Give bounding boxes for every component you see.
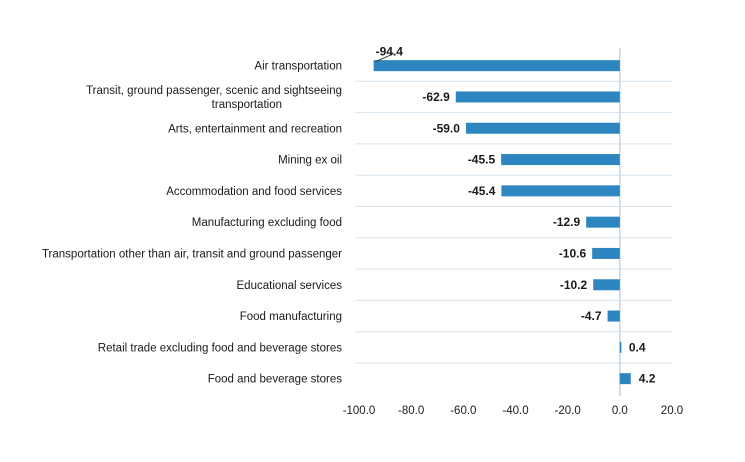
value-label: -4.7: [581, 309, 602, 323]
gridlines: [355, 48, 672, 397]
category-label: Retail trade excluding food and beverage…: [98, 342, 342, 354]
value-label: -10.2: [560, 278, 588, 292]
category-label: Transit, ground passenger, scenic and si…: [86, 85, 342, 111]
category-label: Air transportation: [254, 61, 342, 73]
bar: [593, 279, 620, 291]
bar: [501, 185, 620, 197]
category-label: Educational services: [237, 280, 343, 292]
x-tick-label: -80.0: [398, 405, 424, 417]
value-label: -10.6: [559, 246, 587, 260]
bars: [373, 60, 631, 385]
value-label: -45.4: [468, 184, 496, 198]
category-label: Mining ex oil: [278, 155, 342, 167]
category-label: Manufacturing excluding food: [192, 217, 342, 229]
value-label: 0.4: [629, 340, 646, 354]
value-label: -59.0: [433, 121, 461, 135]
value-labels: -94.4 -62.9 -59.0 -45.5 -45.4 -12.9 -10.6 -10.2…: [375, 45, 656, 386]
value-label-leader: [375, 53, 394, 63]
bar: [607, 310, 620, 322]
bar: [455, 91, 620, 103]
x-tick-label: -100.0: [343, 405, 376, 417]
bar: [619, 341, 622, 353]
value-label: -45.5: [468, 153, 496, 167]
value-label: -12.9: [553, 215, 581, 229]
bar: [586, 216, 620, 228]
category-label: Accommodation and food services: [166, 186, 342, 198]
x-tick-label: -40.0: [502, 405, 528, 417]
x-tick-label: 20.0: [661, 405, 683, 417]
x-axis-tick-labels: -100.0 -80.0 -60.0 -40.0 -20.0 0.0 20.0: [343, 405, 684, 417]
value-label: -94.4: [376, 45, 404, 59]
category-label: Transportation other than air, transit a…: [42, 248, 342, 260]
x-tick-label: -20.0: [555, 405, 581, 417]
bar: [373, 60, 620, 72]
bar: [619, 373, 631, 385]
value-label: 4.2: [639, 372, 656, 386]
x-tick-label: -60.0: [450, 405, 476, 417]
category-labels: Air transportation Transit, ground passen…: [42, 61, 342, 386]
category-label: Food manufacturing: [240, 311, 342, 323]
category-label: Arts, entertainment and recreation: [168, 123, 342, 135]
bar: [465, 122, 620, 134]
category-label: Food and beverage stores: [208, 374, 343, 386]
bar: [592, 247, 620, 259]
value-label: -62.9: [422, 90, 450, 104]
x-tick-label: 0.0: [612, 405, 628, 417]
bar: [501, 154, 620, 166]
